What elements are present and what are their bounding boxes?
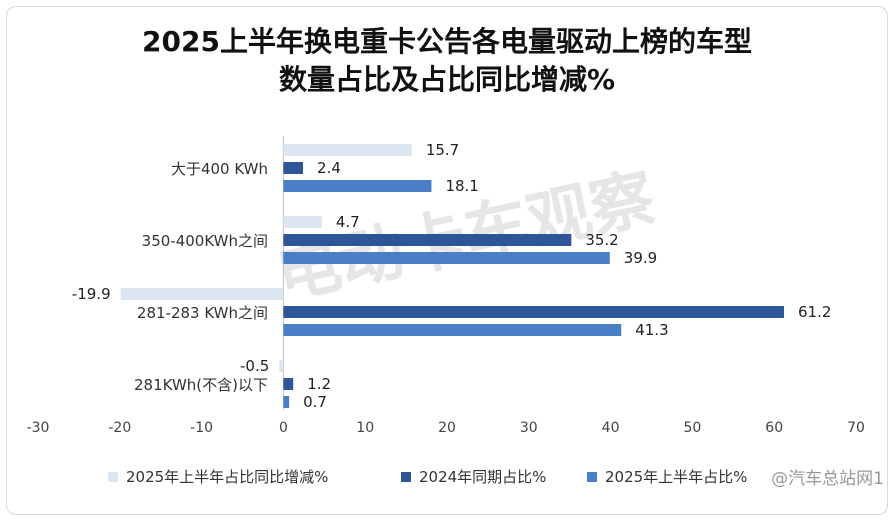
- data-label-1-2: 4.7: [336, 213, 360, 231]
- data-label-3-1: 18.1: [445, 177, 478, 195]
- category-label-1: 大于400 KWh: [171, 160, 268, 178]
- x-tick-label-3: -10: [190, 420, 213, 436]
- legend-item-1: 2025年上半年占比同比增减%: [126, 468, 328, 486]
- legend-item-3: 2025年上半年占比%: [605, 468, 747, 486]
- x-tick-label-9: 50: [683, 420, 701, 436]
- data-label-2-4: 1.2: [307, 375, 331, 393]
- x-tick-label-8: 40: [602, 420, 620, 436]
- data-label-1-1: 15.7: [426, 141, 459, 159]
- bar-3-1: [283, 180, 432, 192]
- category-label-2: 350-400KWh之间: [142, 232, 268, 250]
- data-label-2-2: 35.2: [585, 231, 618, 249]
- bar-3-4: [283, 396, 290, 408]
- x-tick-label-5: 10: [356, 420, 374, 436]
- category-label-4: 281KWh(不含)以下: [134, 376, 268, 394]
- bar-1-3: [120, 288, 284, 300]
- x-tick-label-2: -20: [108, 420, 131, 436]
- data-label-2-3: 61.2: [798, 303, 831, 321]
- bar-1-1: [283, 144, 412, 156]
- bar-1-4: [279, 360, 284, 372]
- bar-2-2: [283, 234, 572, 246]
- bar-1-2: [283, 216, 322, 228]
- data-label-3-3: 41.3: [635, 321, 668, 339]
- legend-swatch-3: [587, 472, 597, 482]
- legend-swatch-2: [401, 472, 411, 482]
- data-label-3-2: 39.9: [624, 249, 657, 267]
- x-tick-label-11: 70: [847, 420, 865, 436]
- source-badge: @汽车总站网1: [771, 469, 884, 489]
- x-tick-label-1: -30: [27, 420, 50, 436]
- data-label-2-1: 2.4: [317, 159, 341, 177]
- bar-2-3: [283, 306, 785, 318]
- bar-2-1: [283, 162, 304, 174]
- legend-swatch-1: [108, 472, 118, 482]
- x-tick-label-7: 30: [520, 420, 538, 436]
- x-tick-label-4: 0: [279, 420, 288, 436]
- chart-subtitle: 数量占比及占比同比增减%: [278, 63, 616, 96]
- bar-2-4: [283, 378, 294, 390]
- category-label-3: 281-283 KWh之间: [137, 304, 268, 322]
- bar-3-3: [283, 324, 622, 336]
- data-label-1-3: -19.9: [72, 285, 111, 303]
- data-label-1-4: -0.5: [240, 357, 269, 375]
- legend-item-2: 2024年同期占比%: [419, 468, 546, 486]
- data-label-3-4: 0.7: [303, 393, 327, 411]
- chart-title: 2025上半年换电重卡公告各电量驱动上榜的车型: [142, 25, 752, 58]
- bar-3-2: [283, 252, 610, 264]
- x-tick-label-6: 20: [438, 420, 456, 436]
- x-tick-label-10: 60: [765, 420, 783, 436]
